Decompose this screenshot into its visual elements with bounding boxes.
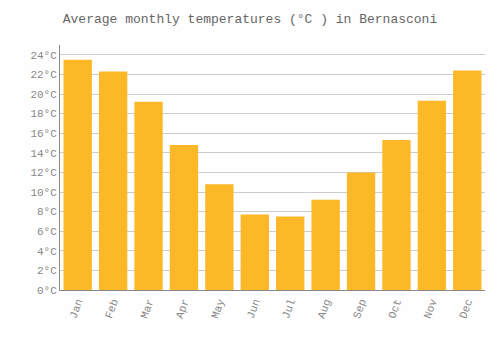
svg-text:6°C: 6°C [37,226,57,238]
svg-text:8°C: 8°C [37,206,57,218]
svg-text:Jun: Jun [245,298,263,321]
svg-text:14°C: 14°C [30,148,57,160]
svg-text:Jan: Jan [68,298,86,321]
svg-text:May: May [209,297,227,320]
svg-text:12°C: 12°C [30,167,57,179]
svg-text:2°C: 2°C [37,265,57,277]
svg-text:Nov: Nov [422,297,440,320]
svg-text:4°C: 4°C [37,246,57,258]
svg-text:20°C: 20°C [30,89,57,101]
svg-text:0°C: 0°C [37,285,57,297]
svg-text:16°C: 16°C [30,128,57,140]
svg-text:18°C: 18°C [30,108,57,120]
svg-text:10°C: 10°C [30,187,57,199]
svg-text:Feb: Feb [103,298,121,321]
svg-text:Average monthly temperatures (: Average monthly temperatures (°C ) in Be… [63,12,438,27]
svg-text:Dec: Dec [457,298,475,321]
svg-text:24°C: 24°C [30,50,57,62]
svg-text:Jul: Jul [280,298,298,321]
svg-text:Mar: Mar [138,298,156,321]
svg-text:Sep: Sep [351,298,369,321]
svg-text:Apr: Apr [174,298,192,321]
svg-text:Oct: Oct [386,298,404,321]
svg-text:22°C: 22°C [30,69,57,81]
svg-text:Aug: Aug [316,298,334,321]
